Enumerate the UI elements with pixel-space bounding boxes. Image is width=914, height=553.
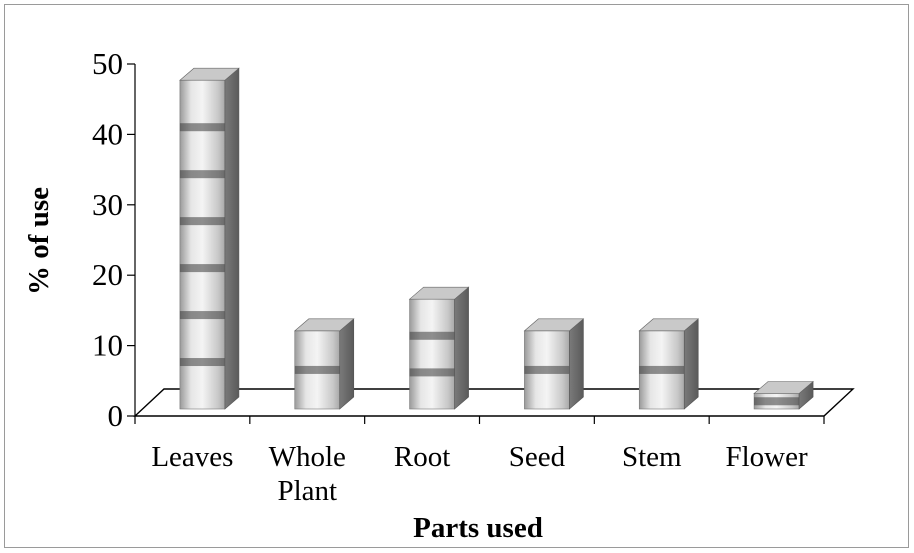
bar-top [523,318,585,332]
bar-top [638,318,700,332]
bar [179,67,240,410]
y-tick-label: 40 [92,116,123,151]
x-tick-label: Leaves [151,441,233,473]
bar-top [408,286,470,300]
bar-band [179,217,225,226]
bar-band [639,365,685,374]
bar [638,318,700,410]
y-tick-label: 50 [92,46,123,81]
bar-side [224,67,240,410]
chart-frame [4,4,909,548]
y-tick-label: 20 [92,257,123,292]
bar [408,286,470,410]
bar-band [754,397,800,406]
bar [293,318,355,410]
x-tick-label: Plant [277,475,337,507]
bar-band [179,123,225,132]
bar-band [179,311,225,320]
bar-band [294,365,340,374]
bar-top [179,67,240,81]
x-tick-label: Seed [509,441,566,473]
bar-side [454,286,469,410]
bar [523,318,585,410]
bar-band [409,368,455,377]
x-tick-label: Stem [622,441,682,473]
bar-side [569,318,584,410]
bar-side [339,318,355,410]
x-tick-label: Whole [269,441,346,473]
x-tick-label: Root [394,441,450,473]
axes-group [127,63,855,424]
y-tick-label: 0 [108,398,124,433]
bar-top [293,318,355,332]
bar-band [179,170,225,179]
bar-band [409,331,455,340]
bars-group [179,67,814,410]
bar-side [683,318,699,410]
x-tick-label: Flower [725,441,808,473]
x-axis-title: Parts used [413,512,543,544]
y-tick-label: 10 [92,328,123,363]
bar-band [179,264,225,273]
bar-front [409,298,455,410]
bar-band [524,365,570,374]
bar-top [753,381,814,394]
bar [753,380,814,410]
bar-band [179,358,225,367]
chart-floor [133,388,855,417]
y-tick-label: 30 [92,187,123,222]
y-axis-title: % of use [23,187,55,295]
